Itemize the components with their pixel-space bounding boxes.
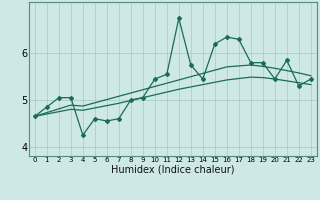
X-axis label: Humidex (Indice chaleur): Humidex (Indice chaleur) [111,165,235,175]
